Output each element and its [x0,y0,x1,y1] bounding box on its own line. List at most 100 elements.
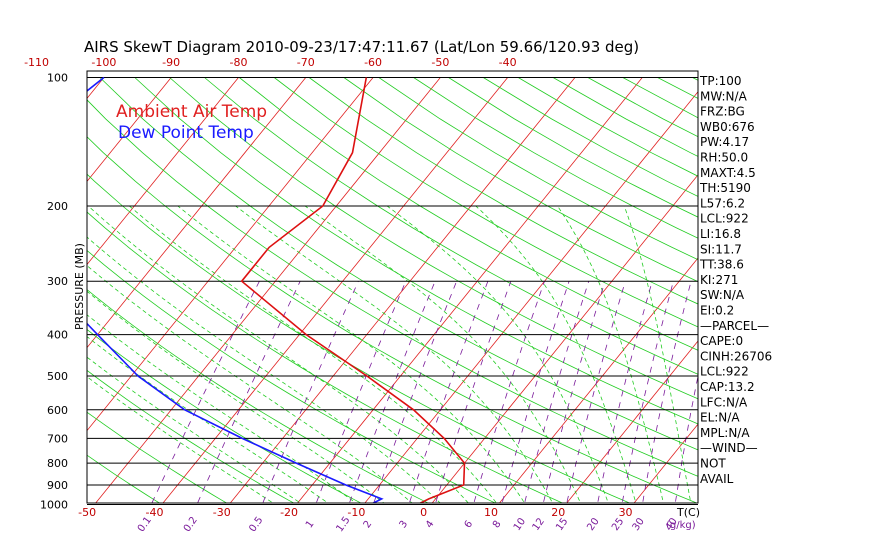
index-text: EL:N/A [700,411,740,425]
index-text: CINH:26706 [700,349,772,363]
pressure-tick-label: 200 [47,200,68,213]
mixing-ratio-line [542,281,606,503]
moist-adiabat-line [557,205,664,503]
dry-adiabat-line [87,369,295,503]
moist-adiabat-line [623,205,692,503]
mixing-ratio-line [315,281,407,503]
index-text: SW:N/A [700,288,745,302]
dry-adiabat-line [413,77,698,239]
top-temperature-tick-label: -40 [499,56,517,69]
pressure-tick-label: 800 [47,457,68,470]
moist-adiabat-line [87,314,357,503]
index-text: RH:50.0 [700,151,748,165]
top-temperature-tick-label: -50 [431,56,449,69]
mixing-ratio-line [621,281,674,503]
mixing-ratio-unit: (g/kg) [666,520,696,531]
moist-adiabat-line [386,205,609,503]
isotherm-line [431,174,698,503]
mixing-ratio-line [642,281,692,503]
mixing-ratio-line [566,281,626,503]
mixing-ratio-tick-label: 3 [398,519,411,531]
isotherm-line [162,77,508,503]
pressure-tick-label: 900 [47,479,68,492]
isotherm-line [499,257,698,503]
index-text: LFC:N/A [700,395,748,409]
index-text: MPL:N/A [700,426,750,440]
index-text: WB0:676 [700,120,755,134]
bottom-temperature-tick-label: -20 [280,506,298,519]
mixing-ratio-tick-label: 4 [424,519,437,531]
moist-adiabat-line [304,205,581,503]
isotherm-line [297,77,643,503]
mixing-ratio-line [435,281,512,503]
chart-title: AIRS SkewT Diagram 2010-09-23/17:47:11.6… [84,38,639,56]
dry-adiabat-line [134,77,698,425]
moist-adiabat-line [87,290,385,503]
mixing-ratio-line [524,281,590,503]
background-lines [87,77,870,514]
bottom-temperature-axis: -50 -40 -30 -20 -10 0 10 20 30 [78,506,632,519]
index-text: TT:38.6 [699,258,744,272]
mixing-ratio-tick-label: 1 [304,519,317,531]
legend-ambient-air-temp: Ambient Air Temp [116,102,267,122]
dry-adiabat-line [87,136,698,503]
dry-adiabat-line [483,77,698,197]
y-axis-label: PRESSURE (MB) [73,243,86,330]
dry-adiabat-line [99,77,698,451]
isobar-lines [87,77,698,505]
mixing-ratio-tick-label: 20 [585,516,601,533]
moist-adiabat-line [475,205,637,503]
index-text: KI:271 [700,273,738,287]
index-text: CAPE:0 [700,334,743,348]
profile-lines [87,76,466,503]
index-text: CAP:13.2 [700,380,755,394]
index-text: —PARCEL— [700,319,769,333]
moist-adiabat-line [235,205,554,503]
pressure-tick-label: 400 [47,329,68,342]
index-text: AVAIL [700,472,734,486]
index-text: NOT [700,457,726,471]
mixing-ratio-line [597,281,653,503]
mixing-ratio-line [151,281,260,503]
top-temperature-tick-label: -100 [91,56,116,69]
dry-adiabat-line [87,211,564,503]
bottom-temperature-tick-label: -50 [78,506,96,519]
isotherm-line [633,423,698,503]
index-text: MAXT:4.5 [700,166,756,180]
dewpoint-profile-line [87,76,384,503]
pressure-axis: 100 200 300 400 500 600 700 800 900 1000 [40,72,68,512]
mixing-ratio-tick-label: 12 [531,516,547,533]
index-text: FRZ:BG [700,105,745,119]
moist-adiabat-line [87,376,274,503]
pressure-tick-label: 100 [47,72,68,85]
dry-adiabat-line [343,77,698,283]
dry-adiabat-line [273,77,698,328]
stability-indices: TP:100MW:N/AFRZ:BGWB0:676PW:4.17RH:50.0M… [699,74,772,486]
isotherm-line [87,77,307,349]
mixing-ratio-tick-label: 6 [463,519,476,531]
isotherm-line [95,77,441,503]
index-text: —WIND— [700,441,758,455]
dry-adiabat-line [204,77,698,375]
dry-adiabat-line [308,77,698,305]
top-temperature-axis: -120-110-100-90-80-70-60-50-40 [24,56,517,69]
isotherm-line [229,77,576,503]
bottom-temperature-tick-label: 30 [619,506,633,519]
isotherm-line [827,78,870,514]
temperature-profile-line [240,77,466,503]
mixing-ratio-line [349,281,436,503]
moist-adiabat-line [177,205,526,503]
isotherm-line [87,77,172,183]
mixing-ratio-tick-label: 30 [631,516,647,533]
moist-adiabat-line [129,205,497,503]
dry-adiabat-line [169,77,698,400]
bottom-temperature-tick-label: 0 [420,506,427,519]
mixing-ratio-tick-label: 0.5 [247,515,265,534]
dry-adiabat-line [378,77,698,261]
index-text: LCL:922 [700,212,749,226]
pressure-tick-label: 500 [47,370,68,383]
top-temperature-tick-label: -110 [24,56,49,69]
bottom-temperature-tick-label: -40 [145,506,163,519]
plot-frame [86,70,699,504]
dry-adiabat-line [87,411,228,503]
